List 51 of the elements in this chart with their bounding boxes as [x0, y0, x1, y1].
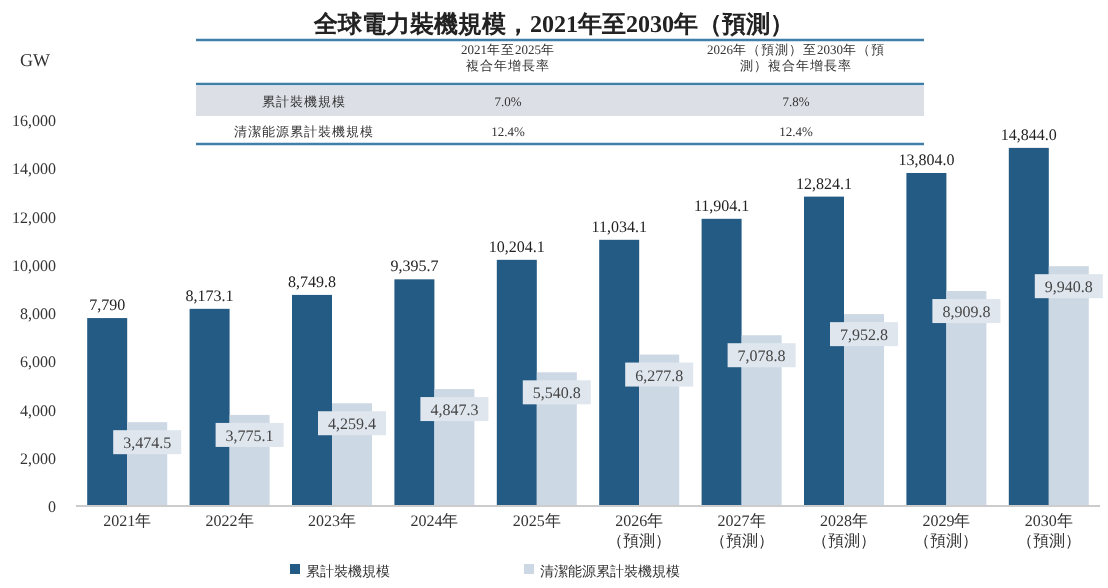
y-tick-label: 12,000: [12, 208, 56, 227]
y-tick-label: 14,000: [12, 160, 56, 179]
data-label: 4,259.4: [328, 415, 376, 434]
data-label: 10,204.1: [488, 237, 545, 256]
y-tick-label: 0: [48, 498, 56, 516]
y-tick-label: 10,000: [12, 256, 56, 275]
data-label: 12,824.1: [796, 174, 852, 193]
data-label: 8,909.8: [942, 303, 991, 322]
x-tick-label: 2025年: [510, 512, 563, 532]
x-tick-label: 2022年: [203, 512, 256, 532]
bar: [87, 318, 128, 506]
x-tick-label: 2021年: [101, 512, 154, 532]
data-label: 14,844.0: [1000, 125, 1057, 144]
bar: [394, 279, 435, 506]
data-label: 6,277.8: [635, 366, 684, 385]
x-tick-label: 2023年: [306, 512, 358, 532]
bar: [1008, 147, 1049, 506]
data-label: 9,395.7: [390, 257, 439, 276]
y-axis-title: GW: [20, 50, 51, 70]
x-tick-label: 2029年（預測）: [912, 512, 981, 552]
data-label: 8,749.8: [288, 272, 336, 291]
data-label: 11,034.1: [591, 217, 647, 236]
data-label: 4,847.3: [430, 401, 479, 420]
data-label: 5,540.8: [532, 384, 581, 403]
bar: [496, 259, 537, 506]
bar: [906, 172, 947, 506]
data-label: 13,804.0: [898, 150, 955, 169]
bar: [189, 308, 230, 506]
chart-title: 全球電力裝機規模，2021年至2030年（預測）: [312, 10, 794, 38]
data-label: 8,173.1: [185, 286, 234, 305]
x-tick-label: 2028年（預測）: [810, 512, 878, 552]
data-label: 7,790: [89, 296, 126, 315]
data-label: 3,775.1: [225, 426, 274, 445]
data-label: 7,952.8: [840, 326, 888, 345]
bar: [701, 218, 742, 506]
x-tick-label: 2027年（預測）: [707, 512, 776, 552]
x-tick-label: 2030年（預測）: [1014, 512, 1083, 552]
data-label: 3,474.5: [123, 434, 172, 453]
y-tick-label: 4,000: [20, 401, 56, 420]
bar: [804, 196, 844, 506]
y-tick-label: 8,000: [20, 305, 56, 323]
y-tick-label: 16,000: [12, 112, 56, 130]
data-label: 9,940.8: [1044, 278, 1093, 297]
x-tick-label: 2024年: [408, 512, 461, 532]
data-label: 11,904.1: [693, 196, 750, 215]
bar: [599, 239, 640, 506]
y-tick-label: 6,000: [20, 353, 56, 372]
x-tick-label: 2026年（預測）: [605, 512, 674, 552]
y-tick-label: 2,000: [20, 449, 56, 468]
bar: [292, 294, 332, 506]
data-label: 7,078.8: [737, 347, 786, 366]
